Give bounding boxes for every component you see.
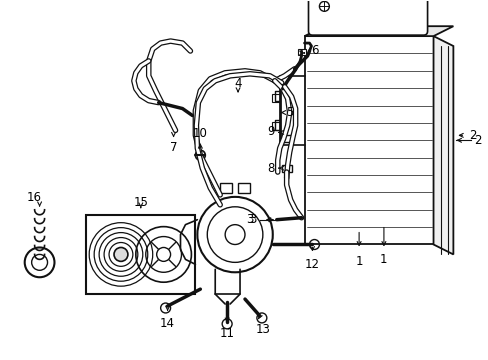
Text: 12: 12 xyxy=(305,258,319,271)
Text: 10: 10 xyxy=(192,127,207,140)
Bar xyxy=(86,215,195,294)
Text: 15: 15 xyxy=(133,196,148,209)
Text: 9: 9 xyxy=(266,125,274,138)
Bar xyxy=(304,36,433,244)
Bar xyxy=(220,183,232,193)
Text: 2: 2 xyxy=(468,129,476,142)
Bar xyxy=(281,165,291,172)
Text: 14: 14 xyxy=(160,318,175,330)
Bar xyxy=(271,94,279,102)
Text: 1: 1 xyxy=(379,253,387,266)
Polygon shape xyxy=(304,26,452,36)
Text: 1: 1 xyxy=(355,255,362,268)
Bar xyxy=(271,122,279,130)
Text: 6: 6 xyxy=(310,44,318,57)
Bar xyxy=(238,183,249,193)
Text: 3: 3 xyxy=(249,213,256,226)
Bar xyxy=(281,135,291,142)
Bar xyxy=(297,49,305,55)
Text: 3: 3 xyxy=(246,213,253,226)
Polygon shape xyxy=(433,36,452,255)
Text: 4: 4 xyxy=(234,77,241,90)
Text: 7: 7 xyxy=(169,141,177,154)
Text: 8: 8 xyxy=(266,162,274,175)
Text: 16: 16 xyxy=(27,192,42,204)
FancyBboxPatch shape xyxy=(308,0,427,35)
Text: 13: 13 xyxy=(255,323,270,336)
Text: 11: 11 xyxy=(219,327,234,340)
Circle shape xyxy=(114,247,128,261)
Text: 5: 5 xyxy=(285,106,293,119)
Text: 2: 2 xyxy=(473,134,481,147)
